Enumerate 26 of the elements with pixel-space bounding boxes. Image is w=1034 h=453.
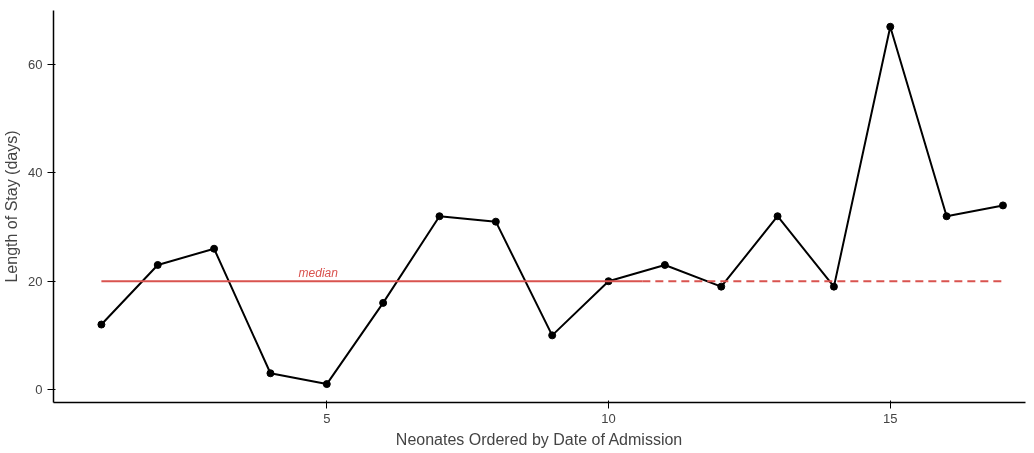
x-axis-title: Neonates Ordered by Date of Admission <box>395 430 683 448</box>
point <box>435 212 444 221</box>
x-tick-label: 15 <box>883 410 898 426</box>
point <box>153 260 162 269</box>
y-tick-label: 40 <box>28 165 43 181</box>
point <box>942 212 951 221</box>
point <box>266 369 275 378</box>
y-tick-label: 60 <box>28 57 43 73</box>
point <box>829 282 838 291</box>
point <box>717 282 726 291</box>
y-axis-title: Length of Stay (days) <box>3 130 21 283</box>
point <box>773 212 782 221</box>
annotation: median <box>298 266 339 281</box>
y-tick-label: 20 <box>28 273 43 289</box>
point <box>210 244 219 253</box>
point <box>886 22 895 31</box>
point <box>548 331 557 340</box>
point <box>491 217 500 226</box>
y-tick-label: 0 <box>35 382 43 398</box>
x-tick-label: 5 <box>323 410 331 426</box>
point <box>322 380 331 389</box>
point <box>379 298 388 307</box>
point <box>97 320 106 329</box>
x-tick-label: 10 <box>601 410 616 426</box>
point <box>660 260 669 269</box>
point <box>998 201 1007 210</box>
